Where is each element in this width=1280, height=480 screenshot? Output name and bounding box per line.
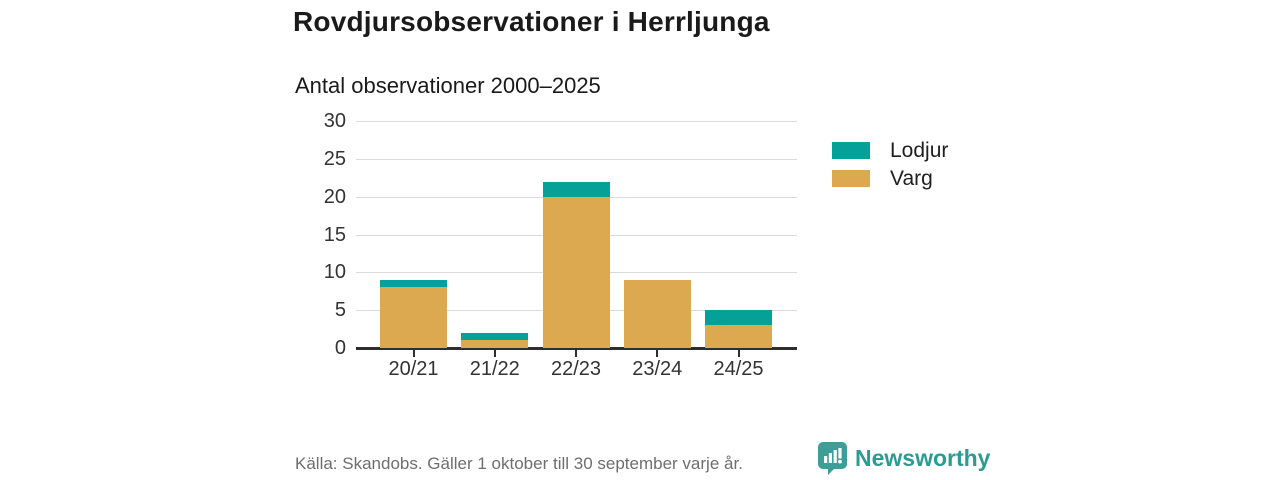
newsworthy-logo-icon <box>818 442 847 475</box>
brand-name: Newsworthy <box>855 445 991 471</box>
plot-area <box>356 121 797 350</box>
bar-segment-lodjur-22-23 <box>542 181 610 197</box>
x-axis-tick-label: 24/25 <box>713 358 764 380</box>
y-axis-tick-label: 20 <box>323 185 346 208</box>
gridline-30 <box>356 121 797 122</box>
x-axis-tick <box>737 349 740 357</box>
legend: Lodjur Varg <box>832 139 948 198</box>
bar-segment-varg-21-22 <box>461 340 529 348</box>
bar-segment-varg-20-21 <box>380 287 447 348</box>
brand-lockup: Newsworthy <box>818 442 990 475</box>
chart-title: Rovdjursobservationer i Herrljunga <box>293 6 770 37</box>
chart-subtitle: Antal observationer 2000–2025 <box>295 73 601 98</box>
y-axis-tick-label: 15 <box>323 223 346 246</box>
gridline-25 <box>356 158 797 160</box>
y-axis-tick-label: 10 <box>323 261 346 284</box>
bar-segment-varg-22-23 <box>542 196 610 348</box>
legend-label-lodjur: Lodjur <box>890 138 949 162</box>
x-axis-tick-label: 22/23 <box>550 358 602 380</box>
x-axis-tick <box>493 349 496 357</box>
bar-segment-lodjur-24-25 <box>705 310 772 326</box>
x-axis-tick <box>656 349 659 357</box>
y-axis-tick-label: 0 <box>334 337 346 359</box>
bar-segment-lodjur-20-21 <box>380 279 447 288</box>
legend-swatch-varg <box>832 170 870 187</box>
legend-label-varg: Varg <box>890 166 933 190</box>
legend-item-varg: Varg <box>832 167 948 190</box>
x-axis-tick-label: 20/21 <box>388 358 439 380</box>
bar-segment-lodjur-21-22 <box>461 332 529 341</box>
bar-segment-varg-23-24 <box>623 279 691 348</box>
legend-swatch-lodjur <box>832 142 870 159</box>
x-axis-tick-label: 21/22 <box>469 358 520 380</box>
source-note: Källa: Skandobs. Gäller 1 oktober till 3… <box>295 454 743 473</box>
x-axis-tick <box>412 349 415 357</box>
legend-item-lodjur: Lodjur <box>832 139 948 162</box>
y-axis-tick-label: 30 <box>323 110 346 132</box>
x-axis-tick-label: 23/24 <box>632 358 683 380</box>
x-axis-tick <box>575 349 577 357</box>
x-axis-line <box>356 347 797 350</box>
bar-segment-varg-24-25 <box>705 325 772 348</box>
y-axis-tick-label: 25 <box>323 147 346 170</box>
y-axis-tick-label: 5 <box>334 299 346 322</box>
